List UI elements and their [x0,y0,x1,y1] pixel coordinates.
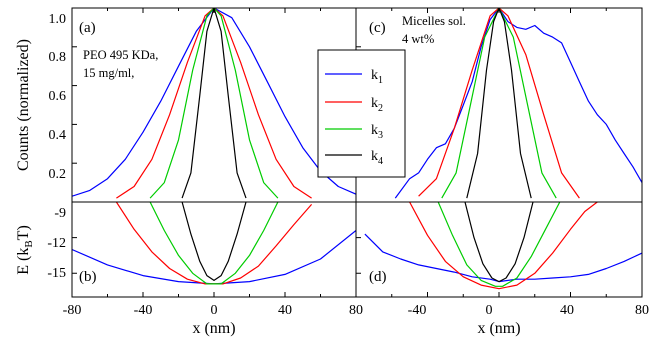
panel-label-b: (b) [79,269,97,285]
right-x-tick-label: 40 [560,303,574,318]
series-line-a-k1 [72,8,356,197]
left-x-tick-label: 80 [349,303,363,318]
series-line-c-k4 [466,8,532,199]
legend-box [317,49,406,178]
panel-a-series [72,8,356,199]
right-x-tick-label: 0 [486,303,493,318]
series-line-a-k3 [149,8,279,199]
left-x-tick-label: -80 [63,303,82,318]
left-x-tick-label: -40 [134,303,153,318]
bottom-y-tick-label: -15 [47,266,66,281]
legend-label-k1: k1 [371,68,383,86]
annotation-a-line1: PEO 495 KDa, [83,48,158,62]
panel-a-frame [71,7,357,203]
legend-label-k2: k2 [371,96,383,114]
series-line-d-k1 [364,233,642,283]
left-x-tick-label: 0 [211,303,218,318]
series-line-c-k1 [394,8,642,199]
series-line-a-k2 [116,8,312,199]
series-line-b-k2 [115,202,313,285]
annotation-c-line2: 4 wt% [402,32,434,46]
bottom-y-axis-title-end: T) [15,225,32,240]
legend-label-k3: k3 [371,123,383,141]
top-y-tick-label: 1.0 [49,12,67,27]
bottom-y-tick-label: -9 [54,206,66,221]
legend: k1 k2 k3 k4 [317,49,406,178]
panel-label-d: (d) [369,269,387,285]
right-x-tick-label: -40 [408,303,427,318]
left-x-tick-label: 40 [278,303,292,318]
panel-d-series [364,202,642,290]
panel-c-series [394,8,642,199]
left-x-axis-title: x (nm) [192,320,235,337]
bottom-y-axis-title-sub: B [23,240,35,247]
series-line-c-k2 [418,8,580,199]
bottom-y-tick-label: -12 [47,236,66,251]
top-y-tick-label: 0.4 [49,128,67,143]
top-y-tick-label: 0.8 [49,50,67,65]
annotation-a-line2: 15 mg/ml, [83,66,134,80]
top-y-tick-label: 0.6 [49,89,67,104]
top-y-axis-title: Counts (normalized) [15,39,32,171]
series-line-a-k4 [181,8,247,199]
legend-label-k4: k4 [371,149,383,167]
series-line-b-k3 [149,202,279,285]
series-line-b-k4 [181,202,247,281]
right-x-axis-title: x (nm) [477,320,520,337]
panel-d-frame [355,201,643,298]
series-line-d-k3 [437,202,561,287]
panel-b-frame [71,201,357,298]
bottom-y-axis-title: E (kBT) [15,225,35,275]
bottom-y-axis-title-base: E (k [15,248,32,275]
series-line-d-k4 [464,202,534,283]
annotation-c-line1: Micelles sol. [402,14,466,28]
panel-b-series [72,202,356,285]
top-y-tick-label: 0.2 [49,167,67,182]
series-line-b-k1 [72,230,356,285]
series-line-d-k2 [409,202,598,290]
series-line-c-k3 [441,8,557,199]
panel-label-c: (c) [369,20,386,36]
panel-label-a: (a) [79,20,96,36]
right-x-tick-label: 80 [635,303,649,318]
